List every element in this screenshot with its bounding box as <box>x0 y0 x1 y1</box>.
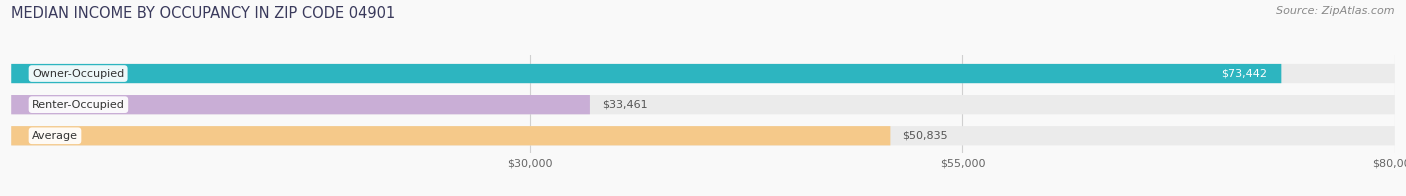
Text: $73,442: $73,442 <box>1222 69 1267 79</box>
Text: Renter-Occupied: Renter-Occupied <box>32 100 125 110</box>
FancyBboxPatch shape <box>11 64 1281 83</box>
Text: MEDIAN INCOME BY OCCUPANCY IN ZIP CODE 04901: MEDIAN INCOME BY OCCUPANCY IN ZIP CODE 0… <box>11 6 395 21</box>
Text: Average: Average <box>32 131 77 141</box>
FancyBboxPatch shape <box>11 64 1395 83</box>
FancyBboxPatch shape <box>11 95 1395 114</box>
Text: $33,461: $33,461 <box>602 100 648 110</box>
Text: Source: ZipAtlas.com: Source: ZipAtlas.com <box>1277 6 1395 16</box>
FancyBboxPatch shape <box>11 126 1395 145</box>
Text: Owner-Occupied: Owner-Occupied <box>32 69 124 79</box>
FancyBboxPatch shape <box>11 126 890 145</box>
Text: $50,835: $50,835 <box>903 131 948 141</box>
FancyBboxPatch shape <box>11 95 591 114</box>
